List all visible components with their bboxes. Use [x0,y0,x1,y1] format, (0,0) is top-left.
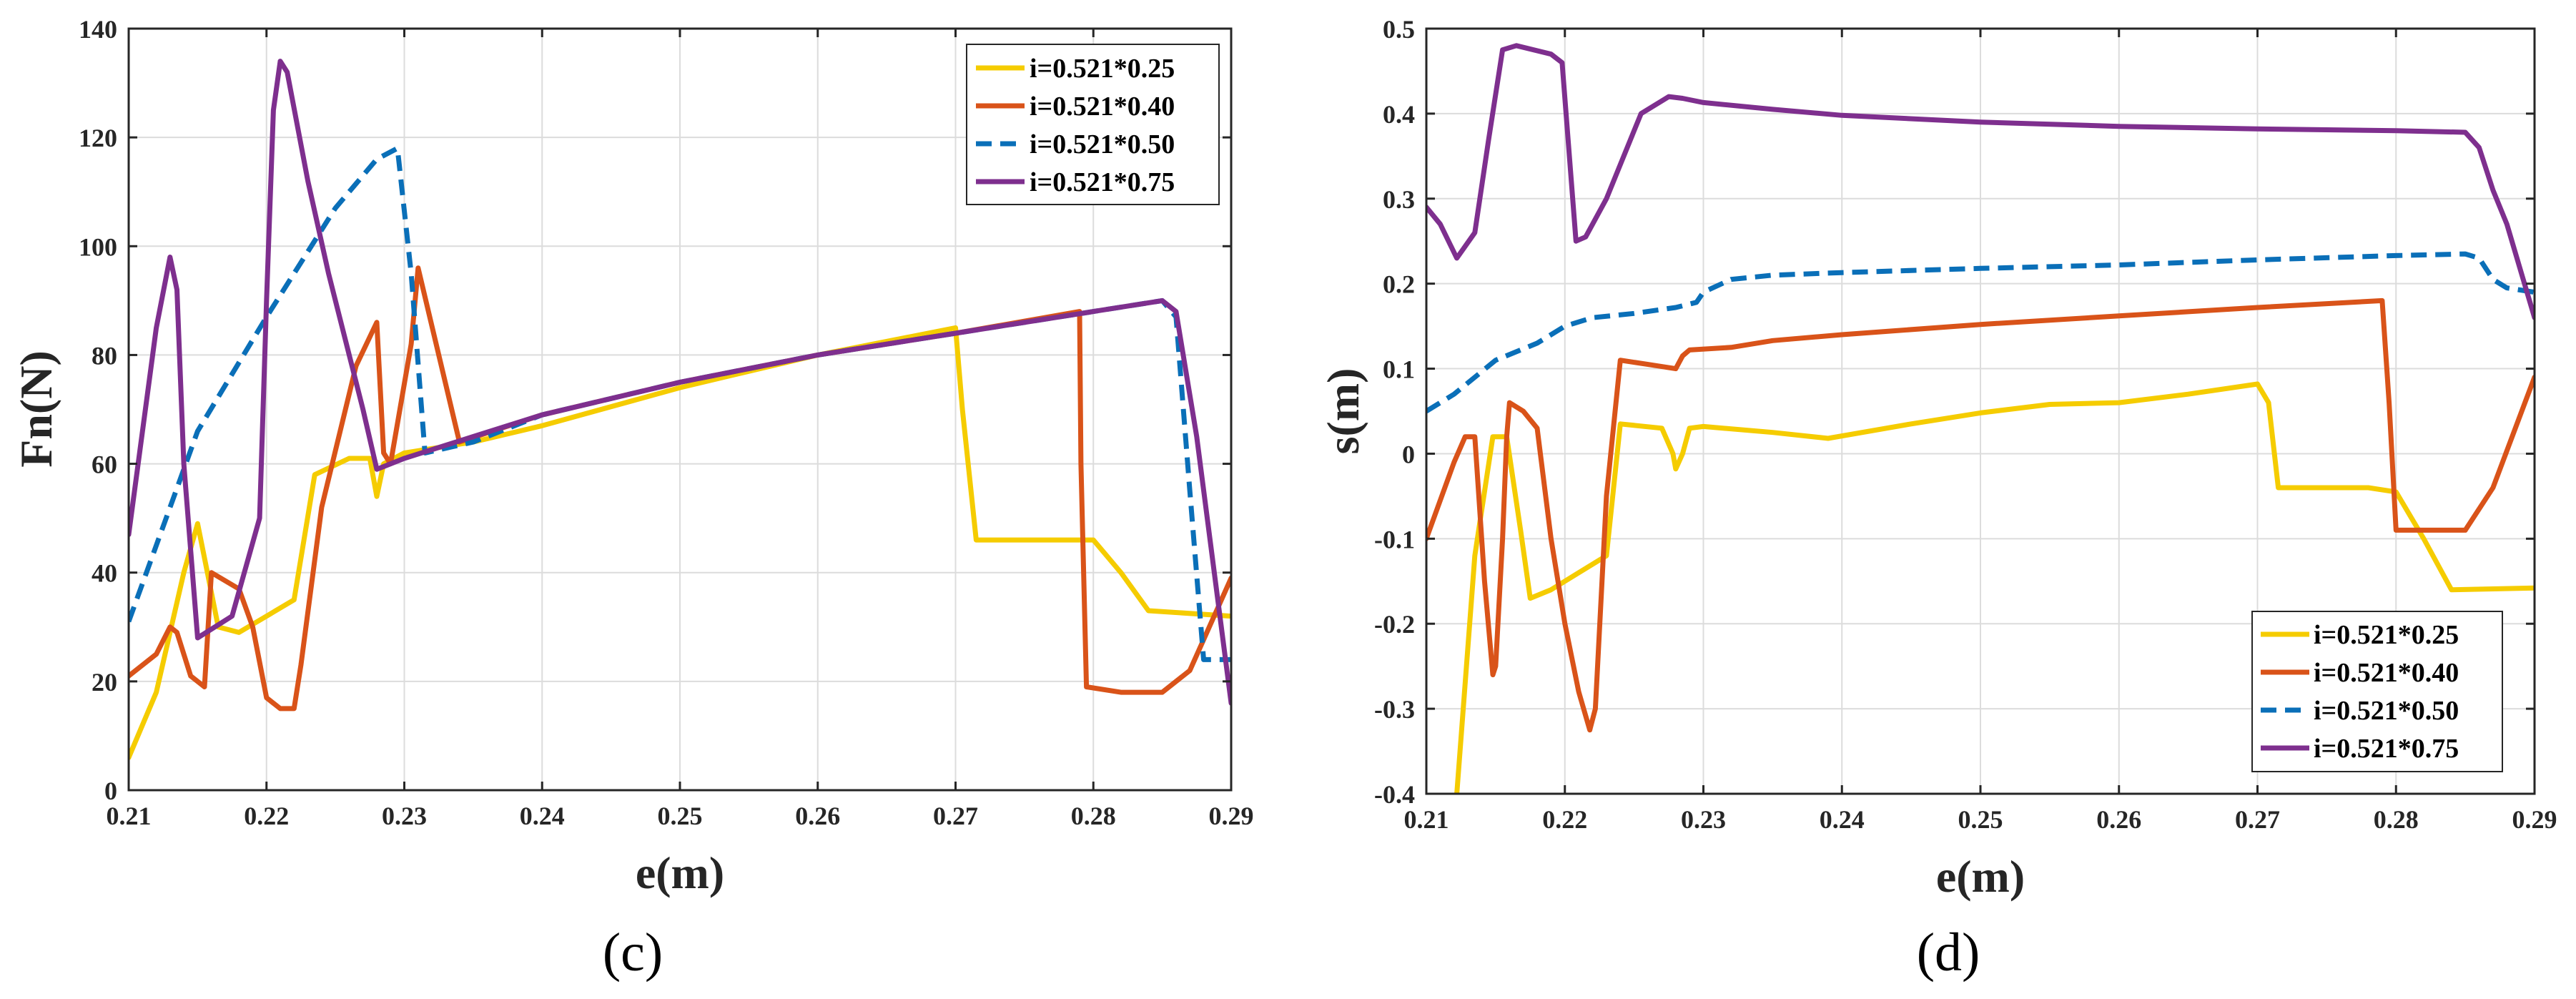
y-axis-label-d: s(m) [1318,368,1368,455]
legend-label: i=0.521*0.40 [1030,92,1175,122]
y-tick-label: 0.1 [1383,355,1415,384]
x-tick-label: 0.26 [2096,805,2141,834]
x-ticks-d: 0.21 0.22 0.23 0.24 0.25 0.26 0.27 0.28 … [1404,805,2557,834]
y-tick-label: 0.2 [1383,270,1415,299]
series-line-3 [129,59,1231,706]
x-tick-label: 0.21 [107,802,152,830]
y-tick-label: 0.3 [1383,185,1415,214]
legend-label: i=0.521*0.50 [2314,696,2459,726]
legend-label: i=0.521*0.25 [1030,54,1175,84]
series-line-0 [129,325,1231,760]
y-tick-label: 80 [92,341,117,370]
x-tick-label: 0.23 [1681,805,1726,834]
panel-caption-c: (c) [603,922,663,983]
panel-caption-d: (d) [1917,922,1980,983]
x-tick-label: 0.24 [520,802,565,830]
x-tick-label: 0.23 [382,802,427,830]
x-ticks-c: 0.21 0.22 0.23 0.24 0.25 0.26 0.27 0.28 … [107,802,1254,830]
legend-label: i=0.521*0.40 [2314,658,2459,688]
x-tick-label: 0.28 [1071,802,1116,830]
y-tick-label: 40 [92,559,117,588]
y-tick-label: 0 [104,777,117,805]
x-axis-label-c: e(m) [636,847,724,898]
y-tick-label: -0.2 [1374,610,1415,639]
series-lines-d [1426,43,2535,794]
x-tick-label: 0.29 [2512,805,2557,834]
x-tick-label: 0.27 [933,802,978,830]
y-tick-label: 120 [79,124,117,152]
legend-box-c [966,44,1220,205]
chart-panel-d: 0.21 0.22 0.23 0.24 0.25 0.26 0.27 0.28 … [1318,15,2557,983]
series-line-1 [1426,297,2535,733]
x-tick-label: 0.26 [795,802,840,830]
x-tick-label: 0.22 [1542,805,1587,834]
y-ticks-c: 0 20 40 60 80 100 120 140 [79,15,117,805]
x-tick-label: 0.25 [1958,805,2003,834]
series-line-2 [1426,251,2535,413]
x-tick-label: 0.22 [244,802,289,830]
legend-label: i=0.521*0.50 [1030,129,1175,159]
legend-label: i=0.521*0.25 [2314,620,2459,650]
series-line-3 [1426,43,2535,320]
series-line-1 [129,265,1231,712]
y-tick-label: -0.4 [1374,780,1415,809]
legend-c: i=0.521*0.25 i=0.521*0.40 i=0.521*0.50 i… [966,44,1220,205]
y-tick-label: 0.4 [1383,100,1415,129]
chart-panel-c: 0.21 0.22 0.23 0.24 0.25 0.26 0.27 0.28 … [11,15,1254,983]
y-tick-label: 20 [92,668,117,697]
x-tick-label: 0.25 [658,802,703,830]
x-tick-label: 0.21 [1404,805,1449,834]
y-tick-label: 100 [79,232,117,261]
y-tick-label: 0 [1402,440,1415,468]
x-tick-label: 0.24 [1820,805,1865,834]
x-tick-label: 0.28 [2374,805,2419,834]
x-tick-label: 0.27 [2235,805,2280,834]
y-tick-label: -0.1 [1374,525,1415,553]
y-tick-label: 140 [79,15,117,44]
legend-box-d [2251,611,2503,772]
series-line-0 [1454,381,2535,794]
y-tick-label: -0.3 [1374,695,1415,724]
legend-label: i=0.521*0.75 [1030,167,1175,197]
legend-d: i=0.521*0.25 i=0.521*0.40 i=0.521*0.50 i… [2251,611,2503,772]
series-line-2 [129,145,1231,662]
x-axis-label-d: e(m) [1936,851,2025,902]
y-ticks-d: -0.4 -0.3 -0.2 -0.1 0 0.1 0.2 0.3 0.4 0.… [1374,15,1415,809]
y-tick-label: 0.5 [1383,15,1415,44]
y-tick-label: 60 [92,451,117,479]
x-tick-label: 0.29 [1209,802,1254,830]
legend-label: i=0.521*0.75 [2314,734,2459,764]
series-lines-c [129,59,1231,760]
y-axis-label-c: Fn(N) [11,350,61,468]
